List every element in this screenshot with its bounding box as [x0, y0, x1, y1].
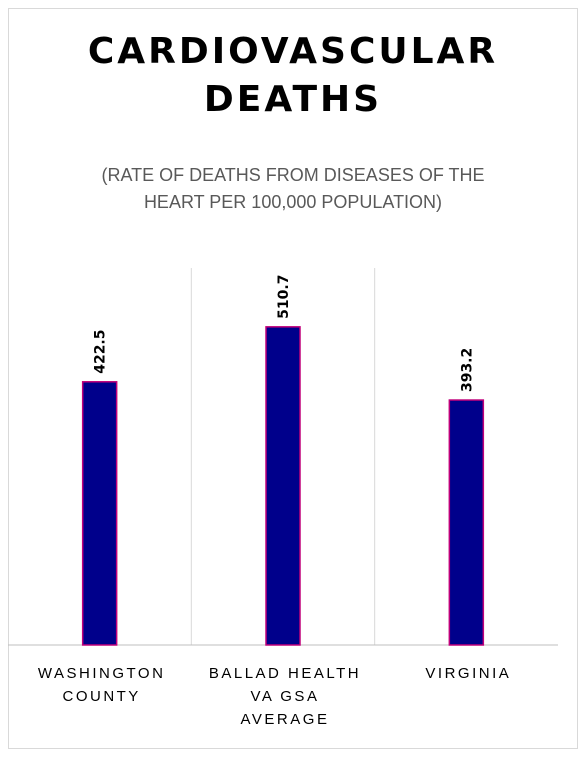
category-label-line: COUNTY	[62, 688, 140, 705]
chart-subtitle: (RATE OF DEATHS FROM DISEASES OF THE HEA…	[0, 162, 586, 216]
category-label-1: BALLAD HEALTH VA GSA AVERAGE	[209, 665, 361, 728]
category-labels: WASHINGTON COUNTY BALLAD HEALTH VA GSA AVERA…	[38, 665, 511, 728]
category-label-2: VIRGINIA	[425, 665, 511, 682]
category-label-line: VIRGINIA	[425, 665, 511, 682]
bar-1	[265, 326, 301, 646]
bar-0	[81, 381, 118, 646]
value-label-0: 422.5	[93, 329, 109, 373]
value-label-1: 510.7	[276, 275, 292, 319]
category-label-line: AVERAGE	[241, 711, 330, 728]
bar-2	[448, 399, 485, 646]
category-label-line: VA GSA	[251, 688, 320, 705]
chart-title-line-2: DEATHS	[203, 79, 383, 120]
category-label-line: BALLAD HEALTH	[209, 665, 361, 682]
value-label-2: 393.2	[459, 348, 475, 392]
value-labels: 422.5 510.7 393.2	[93, 275, 476, 392]
category-label-line: WASHINGTON	[38, 665, 166, 682]
bars	[81, 326, 485, 646]
category-label-0: WASHINGTON COUNTY	[38, 665, 166, 705]
chart-subtitle-line-1: (RATE OF DEATHS FROM DISEASES OF THE	[101, 165, 485, 185]
chart-title-line-1: CARDIOVASCULAR	[87, 31, 499, 72]
chart-subtitle-line-2: HEART PER 100,000 POPULATION)	[143, 192, 443, 212]
chart-title: CARDIOVASCULAR DEATHS	[0, 28, 586, 124]
